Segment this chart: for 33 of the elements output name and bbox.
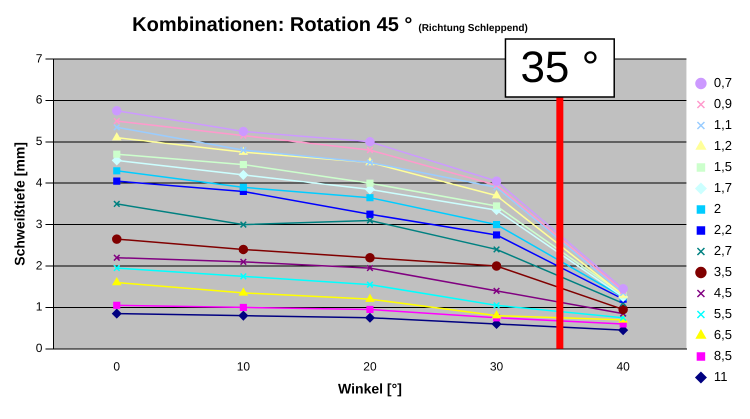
legend-label: 11	[714, 369, 728, 384]
legend-label: 0,7	[714, 75, 732, 90]
legend-label: 2,2	[714, 222, 732, 238]
legend-label: 3,5	[714, 264, 732, 280]
legend-label: 1,7	[714, 180, 732, 196]
legend-label: 6,5	[714, 327, 732, 342]
legend-label: 1,5	[714, 159, 732, 174]
x-tick-label: 40	[616, 359, 630, 374]
chart-subtitle: (Richtung Schleppend)	[418, 23, 528, 34]
y-tick-label: 6	[36, 92, 43, 107]
legend-label: 1,1	[714, 117, 732, 132]
y-tick-label: 7	[36, 51, 43, 66]
x-axis-title: Winkel [°]	[338, 380, 402, 396]
y-tick-label: 1	[36, 300, 43, 314]
x-tick-label: 20	[363, 359, 377, 374]
y-tick-label: 5	[36, 134, 43, 148]
ref-line-label: 35 °	[520, 43, 600, 92]
y-tick-label: 2	[36, 258, 43, 272]
chart-title: Kombinationen: Rotation 45 °	[132, 14, 412, 36]
x-tick-label: 10	[236, 359, 250, 374]
y-tick-label: 4	[36, 176, 43, 190]
x-tick-label: 30	[490, 359, 504, 374]
legend-label: 1,2	[714, 138, 732, 154]
legend-label: 8,5	[714, 348, 732, 364]
legend-label: 5,5	[714, 306, 732, 322]
x-tick-label: 0	[113, 359, 120, 374]
y-tick-label: 0	[36, 341, 43, 356]
y-tick-label: 3	[36, 216, 43, 231]
y-axis-title: Schweißtiefe [mm]	[11, 142, 28, 266]
legend-label: 2	[714, 201, 722, 216]
legend-label: 2,7	[714, 243, 732, 258]
legend-label: 4,5	[714, 285, 732, 300]
legend-label: 0,9	[714, 96, 732, 112]
